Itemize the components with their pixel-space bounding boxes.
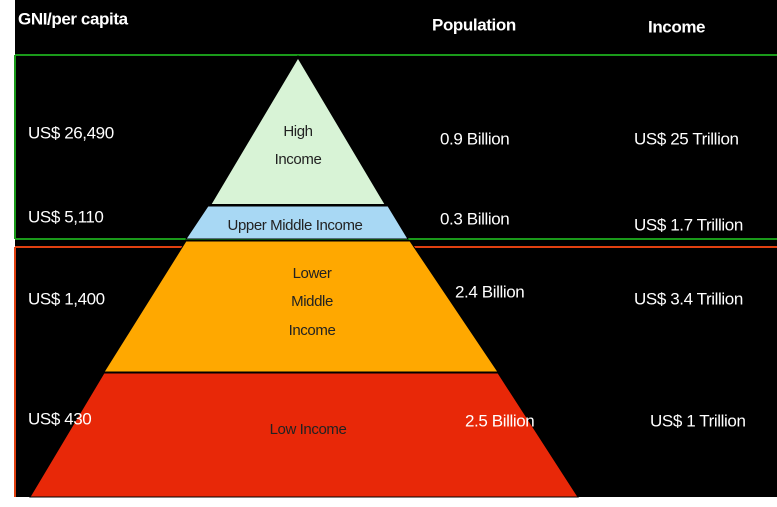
income-value: US$ 3.4 Trillion [634,289,743,308]
gni-value: US$ 1,400 [28,289,105,308]
upper-middle-tier [185,205,409,240]
gni-value: US$ 430 [28,409,91,428]
tier-label: Lower [293,265,332,282]
header-income: Income [648,17,705,36]
high-tier [208,55,388,206]
header-gni: GNI/per capita [18,9,129,28]
population-value: 0.3 Billion [440,209,509,228]
tier-label: Low Income [270,421,347,438]
tier-label: Upper Middle Income [228,217,363,234]
income-value: US$ 1.7 Trillion [634,215,743,234]
income-value: US$ 25 Trillion [634,129,739,148]
tier-label: Middle [291,293,333,310]
lower-middle-tier [103,240,499,373]
income-value: US$ 1 Trillion [650,411,746,430]
gni-value: US$ 26,490 [28,123,114,142]
header-population: Population [432,15,516,34]
population-value: 2.4 Billion [455,282,524,301]
tier-label: Income [275,151,322,168]
gni-value: US$ 5,110 [28,207,103,226]
population-value: 0.9 Billion [440,129,509,148]
low-tier [29,372,579,498]
tier-label: Income [289,322,336,339]
population-value: 2.5 Billion [465,411,534,430]
tier-label: High [283,123,312,140]
